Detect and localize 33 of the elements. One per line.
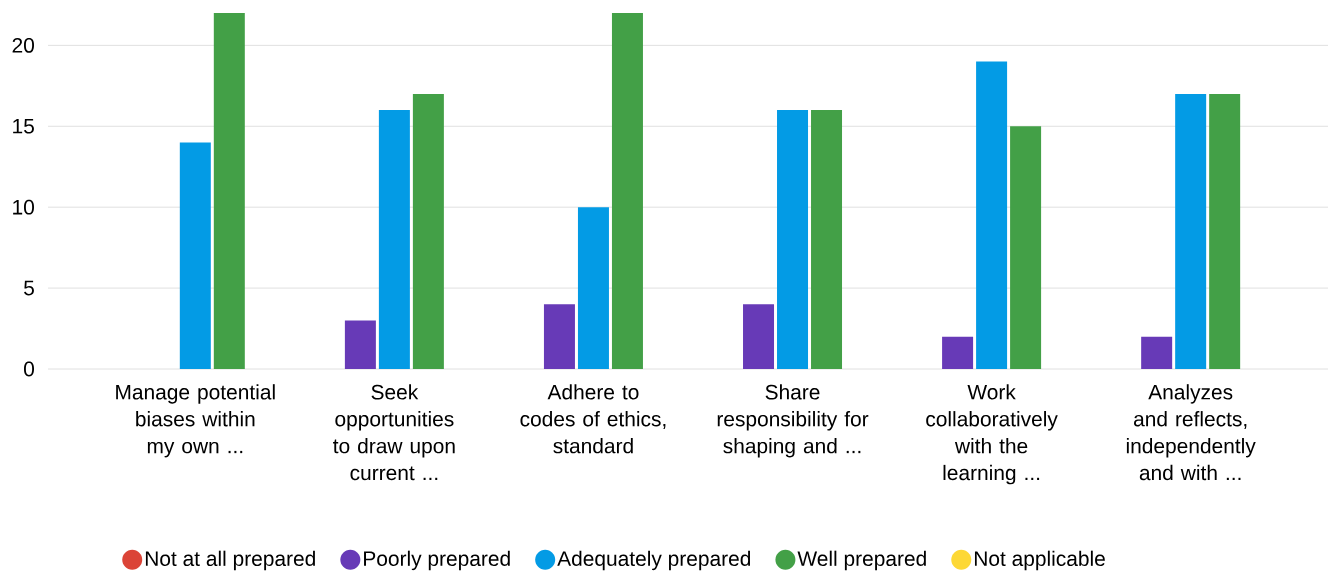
bar bbox=[611, 13, 643, 369]
x-tick-label: Manage potential biases within my own ... bbox=[116, 384, 275, 458]
bar bbox=[1175, 93, 1207, 369]
bar bbox=[1141, 336, 1173, 369]
legend-label: Not applicable bbox=[974, 550, 1105, 571]
legend-label: Not at all prepared bbox=[145, 550, 315, 571]
x-tick-label: Share responsibility for shaping and ... bbox=[717, 384, 869, 458]
bar bbox=[942, 336, 974, 369]
bar bbox=[976, 61, 1008, 369]
x-tick-label: Adhere to codes of ethics, standard bbox=[520, 384, 666, 454]
bar bbox=[1010, 126, 1042, 369]
bar bbox=[213, 13, 245, 369]
y-tick-label: 20 bbox=[12, 37, 34, 53]
bar bbox=[179, 142, 211, 369]
bar bbox=[1209, 93, 1241, 369]
legend-label: Poorly prepared bbox=[364, 550, 510, 571]
bar bbox=[543, 304, 575, 369]
x-tick-label: Seek opportunities to draw upon current ... bbox=[333, 384, 455, 481]
y-tick-label: 5 bbox=[24, 280, 34, 296]
y-tick-label: 0 bbox=[24, 361, 34, 377]
bar bbox=[412, 93, 444, 369]
legend-label: Adequately prepared bbox=[557, 550, 751, 571]
bar bbox=[577, 207, 609, 369]
y-tick-label: 10 bbox=[13, 199, 34, 215]
x-tick-label: Work collaboratively with the learning ... bbox=[926, 384, 1058, 485]
x-tick-label: Analyzes and reflects, independently and with ... bbox=[1126, 384, 1256, 481]
bar bbox=[378, 110, 410, 369]
bar bbox=[811, 110, 843, 369]
y-tick-label: 15 bbox=[13, 118, 34, 134]
legend-label: Well prepared bbox=[797, 550, 926, 571]
bar bbox=[743, 304, 775, 369]
bar bbox=[777, 110, 809, 369]
bar bbox=[344, 320, 376, 369]
